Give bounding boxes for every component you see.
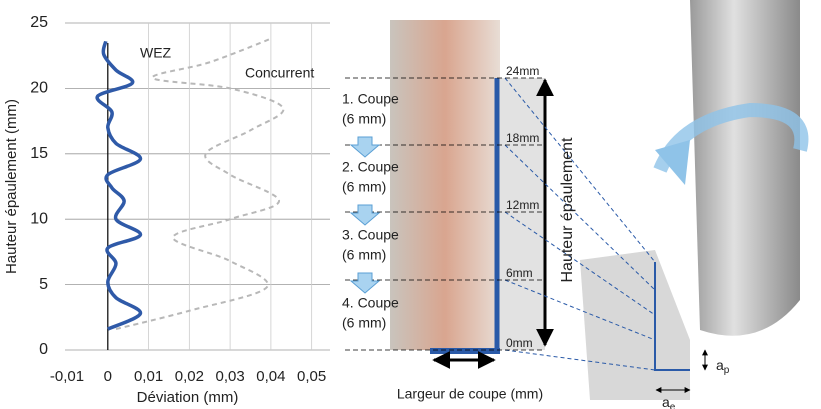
level-label: 24mm [506,64,539,78]
y-axis-label: Hauteur épaulement (mm) [3,99,20,274]
x-tick-label: 0,04 [256,368,285,385]
x-tick-label: 0,03 [216,368,245,385]
workpiece-strip [390,20,500,350]
step-title: 3. Coupe [342,227,399,243]
level-label: 0mm [506,336,533,350]
step-title: 1. Coupe [342,91,399,107]
width-label: Largeur de coupe (mm) [397,386,543,402]
legend-label: Concurrent [245,65,314,81]
x-tick-label: 0 [104,368,112,385]
y-tick-label: 5 [39,276,48,293]
level-label: 18mm [506,131,539,145]
y-tick-label: 25 [30,14,48,31]
y-tick-label: 10 [30,210,48,227]
y-tick-label: 0 [39,341,48,358]
y-tick-label: 15 [30,145,48,162]
page: 24mm 18mm 12mm 6mm 0mm 1. Coupe (6 mm) 2. Coupe… [0,0,821,409]
x-tick-label: 0,05 [297,368,326,385]
level-label: 12mm [506,198,539,212]
step-arrow [351,273,379,293]
step-size: (6 mm) [342,247,386,263]
step-arrow [351,205,379,225]
milling-tool [690,0,800,336]
ap-main: a [716,357,724,373]
legend-label: WEZ [140,45,172,61]
x-tick-label: 0,01 [134,368,163,385]
ap-sub: p [724,365,730,376]
level-label: 6mm [506,266,533,280]
step-arrow [351,137,379,157]
x-axis-label: Déviation (mm) [137,389,239,406]
figure: 24mm 18mm 12mm 6mm 0mm 1. Coupe (6 mm) 2. Coupe… [0,0,821,409]
y-tick-label: 20 [30,80,48,97]
x-tick-label: -0,01 [50,368,84,385]
ap-label: ap [716,357,730,376]
height-label: Hauteur épaulement [559,137,576,283]
step-size: (6 mm) [342,179,386,195]
step-size: (6 mm) [342,315,386,331]
block [580,250,690,400]
x-tick-label: 0,02 [175,368,204,385]
ae-main: a [662,394,670,409]
step-size: (6 mm) [342,111,386,127]
series-line [116,39,283,329]
ae-sub: e [670,402,676,409]
step-title: 2. Coupe [342,159,399,175]
step-title: 4. Coupe [342,295,399,311]
series-line [97,41,140,329]
